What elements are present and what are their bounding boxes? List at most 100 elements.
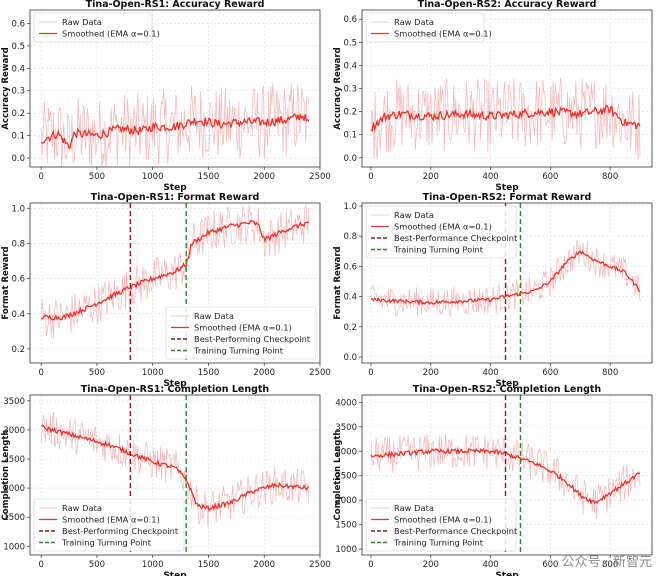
legend: Raw Data Smoothed (EMA α=0.1)Best-Perform…	[165, 306, 317, 360]
chart-title: Tina-Open-RS2: Completion Length	[413, 384, 602, 395]
x-tick-label: 1500	[198, 560, 220, 570]
x-tick-label: 0	[368, 560, 373, 570]
x-axis-label: Step	[495, 379, 519, 389]
y-tick-label: 3000	[335, 447, 357, 457]
chart-panel-1: 0 500 1000 1500 2000 2500 0.0 0.1 0.2 0.3 0.4 0.5 0.…	[1, 0, 331, 193]
y-tick-label: 0.3	[11, 87, 25, 97]
y-tick-label: 0.4	[343, 61, 357, 71]
x-tick-label: 1000	[142, 560, 164, 570]
smoothed-line	[41, 112, 310, 150]
y-tick-label: 2500	[335, 472, 357, 482]
legend-box	[33, 12, 153, 43]
chart-title: Tina-Open-RS2: Accuracy Reward	[418, 0, 597, 10]
y-tick-label: 3500	[335, 423, 357, 433]
x-tick-label: 500	[89, 560, 105, 570]
chart-panel-2: 0 200 400 600 800 0.0 0.1 0.2 0.3 0.4 0.5 0.6 Tina-O…	[333, 0, 653, 193]
x-tick-label: 2500	[309, 368, 331, 378]
y-axis-label: Format Reward	[1, 246, 11, 319]
legend-label: Raw Data	[394, 17, 434, 27]
legend-label: Smoothed (EMA α=0.1)	[62, 29, 160, 39]
legend-label: Best-Performing Checkpoint	[194, 334, 311, 344]
legend-label: Best-Performing Checkpoint	[62, 526, 179, 536]
legend-label: Training Turning Point	[193, 346, 284, 356]
y-tick-label: 3500	[3, 397, 25, 407]
watermark-text: 公众号 · 新智元	[561, 555, 652, 570]
legend: Raw Data Smoothed (EMA α=0.1)	[33, 12, 160, 43]
y-axis-label: Accuracy Reward	[1, 47, 11, 129]
x-tick-label: 200	[423, 560, 439, 570]
x-tick-label: 400	[482, 368, 498, 378]
y-tick-label: 0.8	[11, 239, 25, 249]
y-tick-label: 0.0	[343, 353, 357, 363]
x-tick-label: 400	[482, 172, 498, 182]
x-tick-label: 800	[602, 368, 618, 378]
x-tick-label: 0	[38, 368, 43, 378]
legend-label: Raw Data	[394, 503, 434, 513]
y-tick-label: 0.2	[343, 108, 357, 118]
y-tick-label: 2500	[3, 455, 25, 465]
y-tick-label: 2000	[3, 484, 25, 494]
x-tick-label: 2500	[309, 172, 331, 182]
smoothed-line	[40, 424, 310, 512]
x-tick-label: 2000	[253, 368, 275, 378]
x-tick-label: 2500	[309, 560, 331, 570]
x-tick-label: 800	[602, 560, 618, 570]
x-tick-label: 500	[89, 368, 105, 378]
x-tick-label: 0	[38, 560, 43, 570]
x-axis-label: Step	[163, 571, 187, 576]
legend-label: Smoothed (EMA α=0.1)	[62, 515, 160, 525]
y-tick-label: 0.6	[343, 262, 357, 272]
legend-label: Raw Data	[62, 503, 102, 513]
raw-data-line	[40, 204, 310, 339]
x-axis-label: Step	[495, 183, 519, 193]
chart-title: Tina-Open-RS1: Accuracy Reward	[86, 0, 265, 10]
raw-data-line	[370, 77, 641, 160]
x-axis-label: Step	[163, 379, 187, 389]
y-axis-label: Completion Length	[333, 430, 343, 521]
legend-label: Smoothed (EMA α=0.1)	[394, 29, 492, 39]
plot-frame	[29, 202, 321, 364]
x-axis-label: Step	[163, 183, 187, 193]
legend-box	[365, 12, 485, 43]
raw-data-line	[40, 411, 310, 527]
y-tick-label: 0.4	[11, 310, 25, 320]
legend-label: Training Turning Point	[393, 245, 484, 255]
x-tick-label: 400	[482, 560, 498, 570]
x-tick-label: 2000	[253, 560, 275, 570]
legend: Raw Data Smoothed (EMA α=0.1)	[365, 12, 492, 43]
legend-label: Training Turning Point	[61, 538, 152, 548]
y-tick-label: 0.1	[11, 132, 25, 142]
legend-label: Smoothed (EMA α=0.1)	[394, 222, 492, 232]
legend-label: Smoothed (EMA α=0.1)	[194, 323, 292, 333]
chart-panel-4: 0 200 400 600 800 0.0 0.2 0.4 0.6 0.8 1.0 Tina-Open…	[333, 192, 653, 389]
x-tick-label: 2000	[253, 172, 275, 182]
x-tick-label: 0	[38, 172, 43, 182]
plot-frame	[361, 394, 653, 556]
y-tick-label: 0.2	[11, 109, 25, 119]
y-tick-label: 4000	[335, 398, 357, 408]
y-tick-label: 0.6	[343, 15, 357, 25]
y-tick-label: 1500	[3, 513, 25, 523]
y-tick-label: 0.6	[11, 19, 25, 29]
legend-label: Training Turning Point	[393, 538, 484, 548]
legend-box	[165, 306, 317, 360]
y-axis-label: Completion Length	[1, 430, 11, 521]
x-tick-label: 1000	[142, 368, 164, 378]
plot-frame	[29, 394, 321, 556]
chart-panel-3: 0 500 1000 1500 2000 2500 0.2 0.4 0.6 0.8 1.0 Tina-…	[1, 192, 331, 389]
legend-box	[33, 498, 185, 552]
chart-title: Tina-Open-RS1: Completion Length	[81, 384, 270, 395]
y-tick-label: 2000	[335, 496, 357, 506]
x-tick-label: 1500	[198, 368, 220, 378]
y-tick-label: 1500	[335, 521, 357, 531]
x-axis-label: Step	[495, 571, 519, 576]
y-tick-label: 0.3	[343, 85, 357, 95]
y-tick-label: 0.4	[11, 64, 25, 74]
y-tick-label: 0.5	[343, 38, 357, 48]
legend-box	[365, 498, 517, 552]
y-tick-label: 0.8	[343, 232, 357, 242]
legend-label: Raw Data	[194, 311, 234, 321]
y-tick-label: 1.0	[343, 202, 357, 212]
smoothed-line	[370, 105, 641, 132]
